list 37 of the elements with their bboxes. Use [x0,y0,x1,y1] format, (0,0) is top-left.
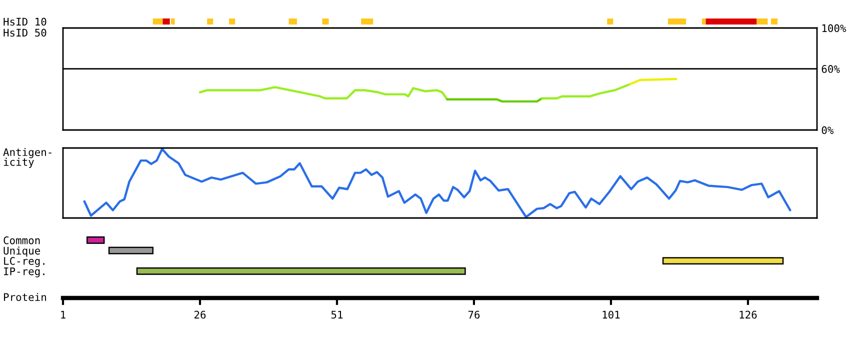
bar [322,18,329,25]
x-axis-title: Protein [4,292,46,302]
bar [229,18,236,25]
y-tick-label: 100% [822,24,846,32]
y-tick-label: Unique [4,246,40,257]
x-tick-label: 1 [61,310,66,318]
bar [756,18,768,25]
y-tick-label: HsID 50 [4,28,46,37]
y-axis-title: Antigen- icity [3,148,52,168]
bar [668,18,686,25]
x-tick-label: 51 [331,310,343,319]
bar [706,18,757,25]
line-series [198,86,448,101]
bar [207,18,214,25]
bar [361,18,374,25]
bar [86,236,105,244]
line-series [540,82,632,100]
y-tick-label: Common [4,236,40,244]
bar [770,18,778,25]
y-tick-label: IP-reg. [4,267,44,278]
bar [152,18,163,25]
bar [288,18,297,25]
bar [108,246,154,254]
bar [162,18,170,25]
bar [702,18,706,25]
y-tick-label: 0% [822,126,834,134]
bar [662,257,784,265]
y-tick-label: HsID 10 [4,18,46,26]
y-tick-label: LC-reg. [4,257,44,267]
bar [607,18,614,25]
x-tick-label: 26 [194,310,206,319]
bar [170,18,175,25]
x-tick-label: 76 [468,310,480,319]
y-tick-label: 60% [822,65,840,73]
x-tick-label: 126 [740,310,757,319]
x-tick-label: 101 [602,310,620,319]
bar [136,267,466,275]
